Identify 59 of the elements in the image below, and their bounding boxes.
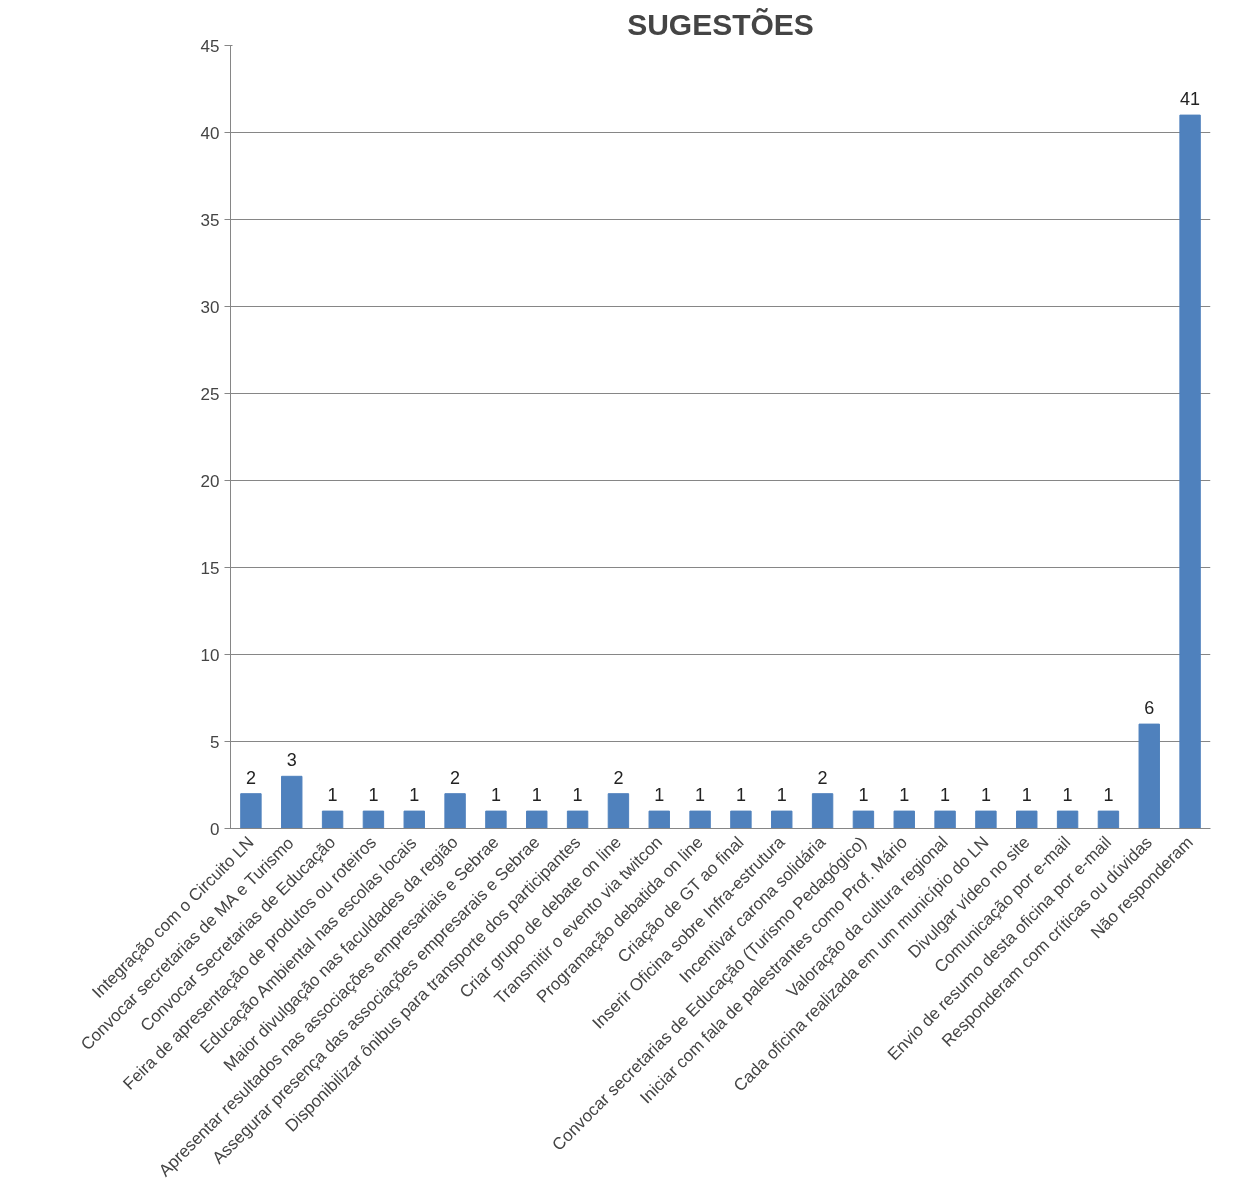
bar [362, 810, 385, 829]
bar [771, 810, 793, 829]
y-tick-label: 45 [200, 36, 220, 56]
y-tick-label: 25 [200, 384, 220, 404]
data-label: 1 [490, 785, 501, 806]
y-tick-label: 40 [200, 123, 220, 143]
data-label: 3 [286, 750, 297, 771]
chart-title: SUGESTÕES [627, 7, 814, 41]
data-label: 1 [980, 785, 991, 806]
data-label: 1 [572, 785, 583, 806]
bar [1056, 810, 1079, 829]
bar [1179, 114, 1201, 829]
data-label: 1 [1103, 785, 1114, 806]
y-tick-label: 30 [200, 297, 220, 317]
bar [526, 810, 548, 829]
y-tick-label: 35 [200, 210, 220, 230]
data-label: 1 [368, 785, 379, 806]
y-tick-label: 10 [200, 645, 220, 665]
bar [689, 810, 711, 829]
bar [893, 810, 915, 829]
data-label: 1 [409, 785, 420, 806]
bar [607, 793, 630, 829]
bar [648, 810, 670, 829]
bar [934, 810, 956, 829]
bar [852, 810, 875, 829]
data-label: 1 [654, 785, 665, 806]
bar [444, 793, 466, 829]
data-label: 1 [327, 785, 338, 806]
data-label: 41 [1180, 89, 1201, 110]
data-label: 1 [735, 785, 746, 806]
data-label: 1 [531, 785, 542, 806]
data-label: 2 [450, 767, 461, 788]
y-tick-label: 20 [200, 471, 220, 491]
bar [281, 775, 303, 829]
bar [975, 810, 997, 829]
bar [1016, 810, 1038, 829]
data-label: 2 [245, 767, 256, 788]
y-tick-label: 0 [210, 819, 220, 839]
data-label: 1 [1021, 785, 1032, 806]
data-label: 6 [1144, 698, 1155, 719]
data-label: 2 [817, 767, 828, 788]
data-label: 1 [776, 785, 787, 806]
data-label: 2 [613, 767, 624, 788]
bar [566, 810, 589, 829]
y-tick-label: 15 [200, 558, 220, 578]
bar [321, 810, 344, 829]
bar [485, 810, 507, 829]
bar [1097, 810, 1120, 829]
bar [730, 810, 752, 829]
bar [403, 810, 425, 829]
bar [1138, 723, 1160, 829]
data-label: 1 [940, 785, 951, 806]
bar [811, 793, 834, 829]
data-label: 1 [858, 785, 869, 806]
y-tick-label: 5 [210, 732, 220, 752]
data-label: 1 [1062, 785, 1073, 806]
data-label: 1 [695, 785, 706, 806]
bar [240, 793, 262, 829]
data-label: 1 [899, 785, 910, 806]
